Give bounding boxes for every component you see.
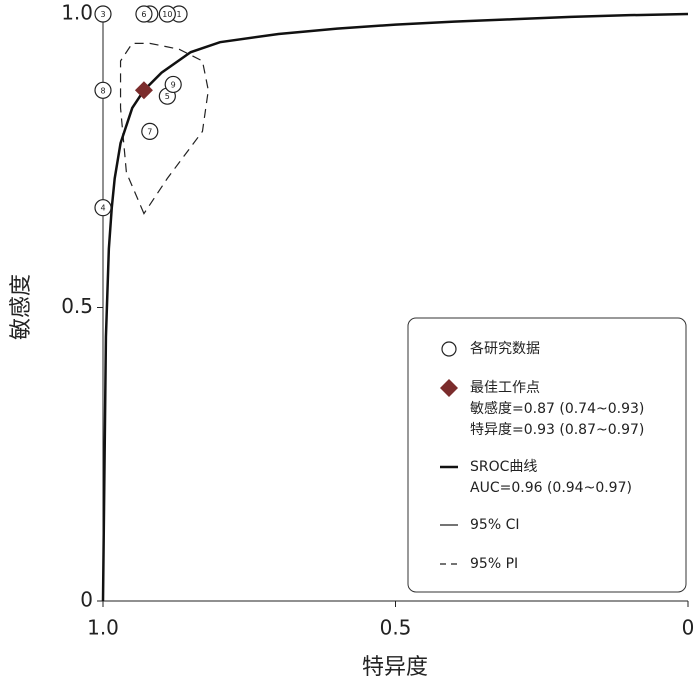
legend-label: 95% CI (470, 517, 519, 533)
legend-label: 95% PI (470, 556, 518, 572)
legend-symbol (440, 379, 458, 397)
study-point (94, 199, 112, 217)
study-point (94, 81, 112, 99)
legend-symbol (441, 341, 457, 357)
legend-detail: 敏感度=0.87 (0.74~0.93) (470, 400, 644, 417)
y-tick-label: 0.5 (61, 294, 93, 318)
legend-box (407, 317, 687, 593)
study-label: 4 (100, 204, 105, 213)
x-tick-label: 0.5 (380, 616, 412, 640)
legend-label: SROC曲线 (470, 459, 537, 475)
y-tick-label: 0 (80, 588, 93, 612)
study-label: 1 (177, 10, 182, 19)
study-label: 8 (100, 86, 105, 95)
x-tick-label: 0 (682, 616, 695, 640)
study-point (164, 75, 182, 94)
x-axis-label: 特异度 (362, 655, 428, 680)
study-label: 6 (141, 10, 146, 19)
region (119, 42, 209, 215)
study-point (158, 5, 176, 23)
study-point (141, 122, 159, 140)
study-label: 5 (165, 92, 170, 101)
legend-label: 最佳工作点 (470, 380, 540, 396)
y-tick-label: 1.0 (61, 1, 93, 25)
legend-detail: AUC=0.96 (0.94~0.97) (470, 480, 632, 496)
legend-label: 各研究数据 (470, 341, 540, 357)
summary-point (134, 81, 153, 100)
legend-detail: 特异度=0.93 (0.87~0.97) (470, 422, 644, 438)
study-point (135, 5, 153, 23)
y-axis-label: 敏感度 (9, 274, 34, 340)
study-label: 9 (171, 80, 176, 89)
study-label: 7 (147, 127, 152, 136)
study-label: 10 (162, 10, 172, 19)
sroc-curve (101, 12, 689, 602)
study-point (94, 5, 112, 23)
x-tick-label: 1.0 (87, 616, 119, 640)
study-label: 3 (100, 10, 105, 19)
